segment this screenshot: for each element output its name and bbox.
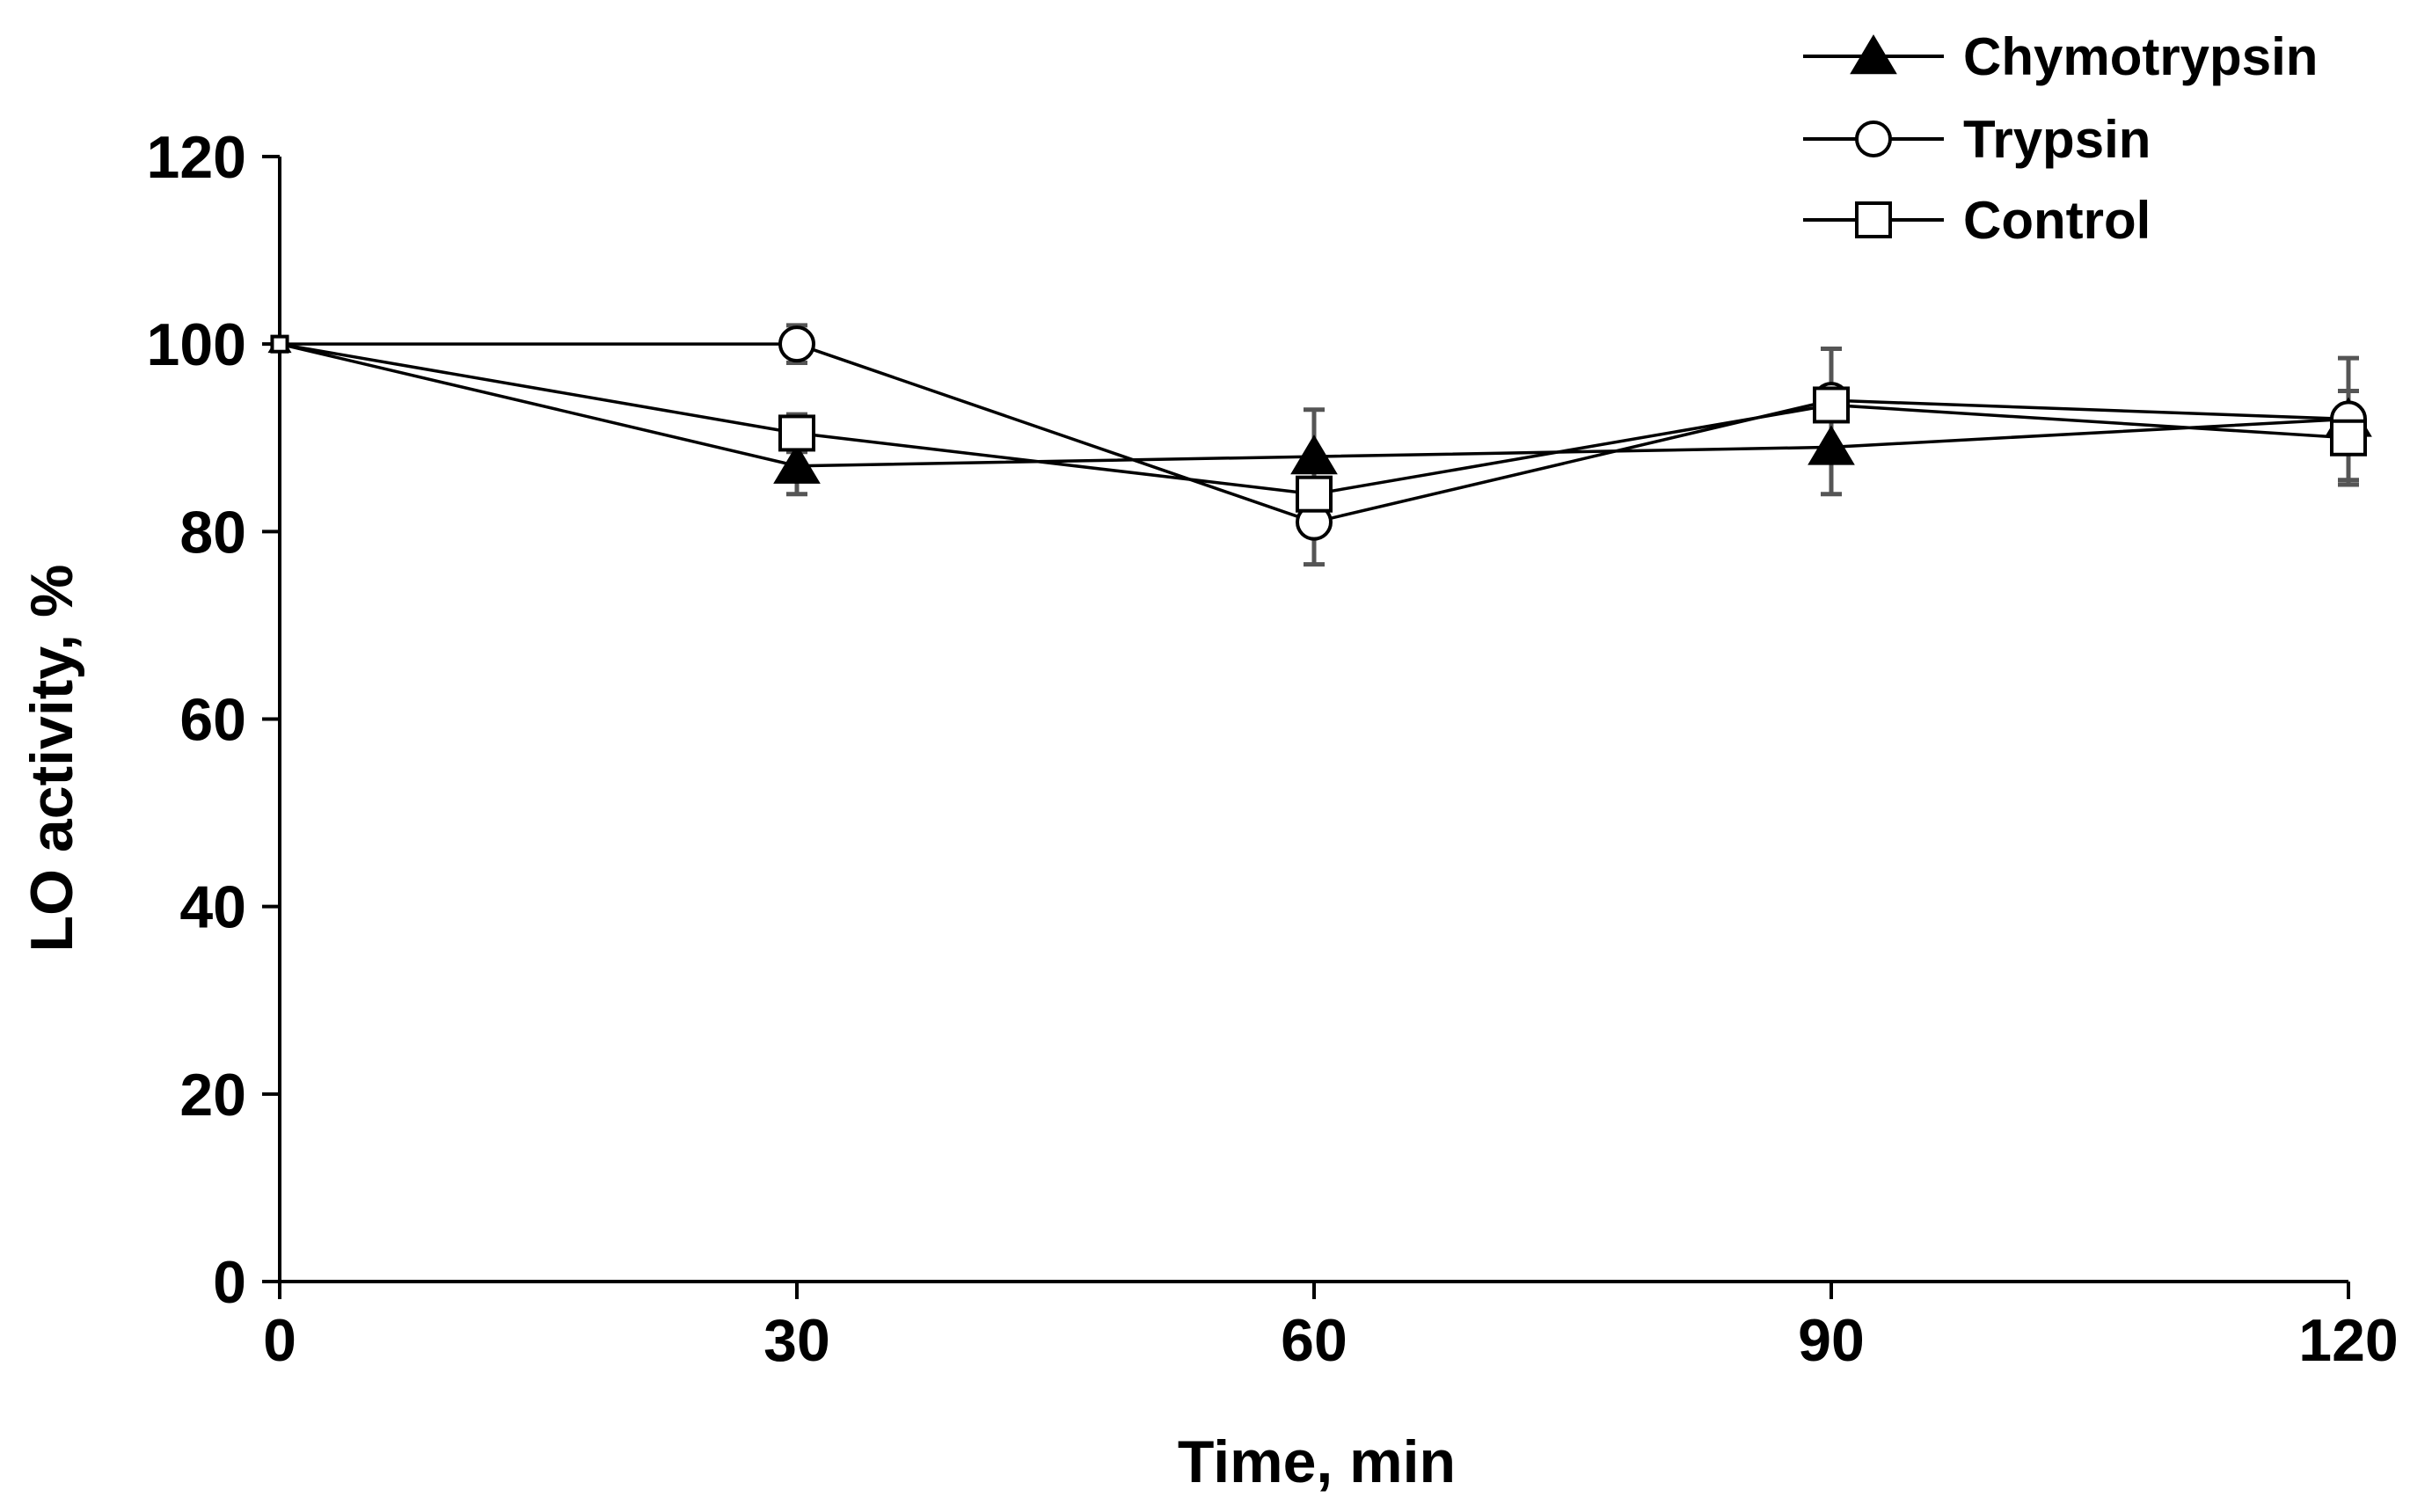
x-tick-label: 30 <box>763 1307 830 1374</box>
y-tick-label: 40 <box>179 874 246 941</box>
data-point <box>2330 419 2367 457</box>
data-point <box>1813 386 1850 424</box>
legend-marker <box>1855 201 1892 238</box>
x-tick-label: 90 <box>1798 1307 1865 1374</box>
legend-item-chymotrypsin: Chymotrypsin <box>1803 27 2318 86</box>
data-point <box>778 414 815 452</box>
data-point <box>270 334 289 354</box>
data-point <box>1808 425 1855 465</box>
x-tick-label: 60 <box>1281 1307 1347 1374</box>
data-point <box>1290 435 1338 475</box>
series-control-errors <box>786 346 2359 534</box>
y-tick-label: 120 <box>147 124 246 191</box>
x-tick-label: 120 <box>2298 1307 2398 1374</box>
data-point <box>773 443 821 484</box>
y-tick-label: 60 <box>179 687 246 754</box>
series-control-points <box>270 334 2367 513</box>
x-tick-label: 0 <box>263 1307 296 1374</box>
y-tick-label: 100 <box>147 311 246 378</box>
y-tick-label: 0 <box>213 1249 246 1316</box>
series-trypsin-errors <box>786 323 2359 567</box>
legend-item-control: Control <box>1803 191 2151 250</box>
series-group <box>267 323 2372 567</box>
legend-marker <box>1850 34 1897 75</box>
data-point <box>778 325 815 363</box>
y-tick-label: 80 <box>179 499 246 566</box>
legend-item-trypsin: Trypsin <box>1803 110 2151 169</box>
axes <box>262 155 2350 1299</box>
legend-marker <box>1855 121 1892 157</box>
y-axis-title: LO activity, % <box>18 565 85 953</box>
legend-label: Control <box>1963 191 2151 250</box>
legend-label: Chymotrypsin <box>1963 27 2318 86</box>
y-tick-label: 20 <box>179 1062 246 1129</box>
data-point <box>1296 475 1333 513</box>
series-chymotrypsin-errors <box>786 388 2359 506</box>
legend: Chymotrypsin Trypsin Control <box>1803 27 2318 250</box>
x-axis-title: Time, min <box>1178 1428 1456 1495</box>
legend-label: Trypsin <box>1963 110 2151 169</box>
tick-labels: 0 20 40 60 80 100 120 0 30 60 90 120 <box>147 124 2399 1374</box>
